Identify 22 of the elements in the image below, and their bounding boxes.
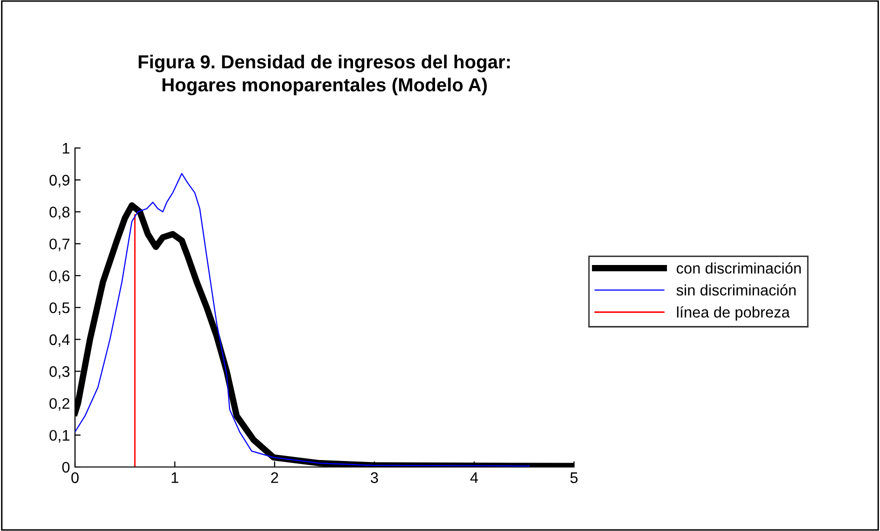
y-tick-label: 0,2 <box>50 398 70 411</box>
y-tick-label: 0,4 <box>50 334 70 347</box>
x-tick-label: 2 <box>271 472 278 483</box>
y-tick-label: 0,6 <box>50 270 70 284</box>
x-tick-label: 0 <box>71 472 79 484</box>
legend-label: con discriminación <box>676 262 801 274</box>
y-tick-label: 0 <box>62 462 70 473</box>
x-tick-label: 3 <box>370 472 378 484</box>
y-tick-label: 0,9 <box>50 174 70 188</box>
y-tick-label: 0,8 <box>50 206 70 220</box>
y-tick-label: 0,7 <box>50 238 70 252</box>
chart-title: Figura 9. Densidad de ingresos del hogar: Hogares monoparentales (Modelo A) <box>138 54 510 96</box>
x-tick-label: 1 <box>172 472 178 483</box>
x-tick-label: 4 <box>470 472 478 483</box>
y-tick-label: 0,5 <box>50 302 70 315</box>
legend-label: sin discriminación <box>676 284 796 296</box>
legend-label: línea de pobreza <box>677 306 790 321</box>
y-tick-label: 0,3 <box>50 366 70 379</box>
x-tick-label: 5 <box>570 472 578 484</box>
line-series <box>75 172 530 467</box>
y-tick-label: 1 <box>62 143 70 154</box>
y-tick-label: 0,1 <box>50 430 70 443</box>
